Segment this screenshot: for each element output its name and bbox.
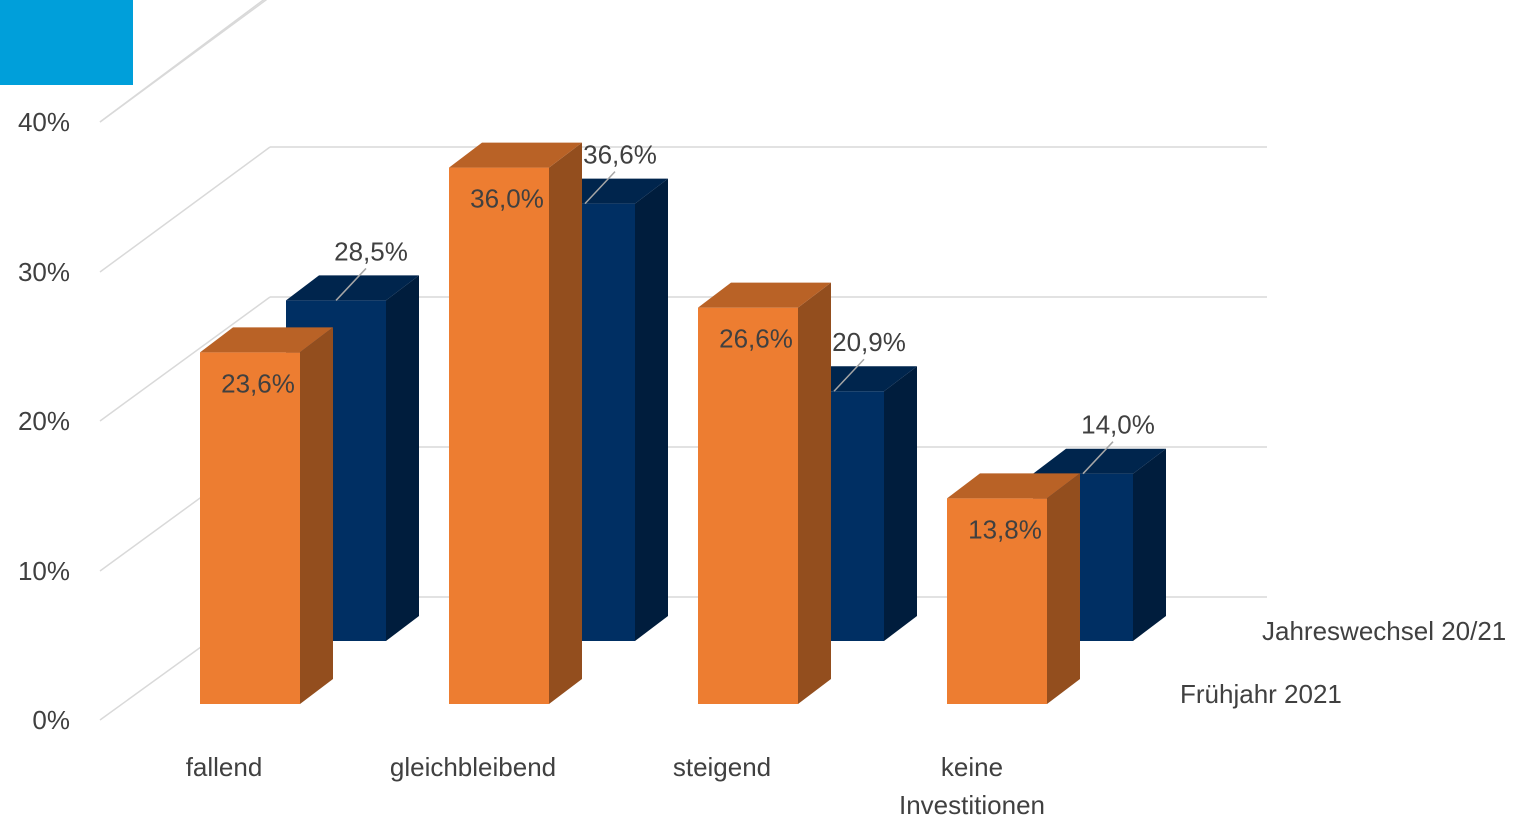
bar-top-face — [698, 282, 831, 308]
bar-top-face — [947, 473, 1080, 499]
bar-side-face — [635, 178, 668, 641]
y-axis-ticks: 0% 10% 20% 30% 40% — [18, 107, 70, 735]
bar-top-face — [1033, 448, 1166, 474]
x-category-line: steigend — [673, 752, 771, 782]
x-category-label: gleichbleibend — [390, 752, 556, 782]
series-label-back: Jahreswechsel 20/21 — [1262, 616, 1506, 646]
x-category-line: keine — [941, 752, 1003, 782]
bar-side-face — [1047, 473, 1080, 704]
x-category-label: keine Investitionen — [899, 752, 1045, 819]
x-category-label: fallend — [186, 752, 263, 782]
y-tick-label: 20% — [18, 406, 70, 436]
y-tick-label: 0% — [32, 705, 70, 735]
data-label-front: 36,0% — [470, 184, 544, 214]
bar-side-face — [300, 327, 333, 704]
bar-Frühjahr 2021 — [449, 142, 582, 705]
gridline-diagonal — [99, 296, 271, 422]
bar-front-face — [947, 498, 1047, 704]
y-tick-label: 10% — [18, 556, 70, 586]
bar-side-face — [884, 366, 917, 641]
series-front-bars — [200, 142, 1080, 705]
bar-front-face — [200, 352, 300, 704]
x-category-line: fallend — [186, 752, 263, 782]
bar-side-face — [798, 282, 831, 704]
bar-side-face — [1133, 448, 1166, 641]
data-label-front: 13,8% — [968, 514, 1042, 544]
series-depth-labels: Jahreswechsel 20/21 Frühjahr 2021 — [1180, 616, 1506, 709]
data-label-front: 23,6% — [221, 368, 295, 398]
leader-line — [335, 267, 367, 301]
accent-block — [0, 0, 133, 85]
bar-front-face — [698, 307, 798, 704]
bar-Frühjahr 2021 — [200, 327, 333, 704]
data-label-back: 20,9% — [832, 327, 906, 357]
bar-Frühjahr 2021 — [947, 473, 1080, 704]
bar-top-face — [200, 327, 333, 353]
x-category-line: Investitionen — [899, 790, 1045, 819]
data-label-back: 28,5% — [334, 236, 408, 266]
series-label-front: Frühjahr 2021 — [1180, 679, 1342, 709]
x-axis-categories: fallend gleichbleibend steigend keine Invest… — [186, 752, 1045, 819]
bar-side-face — [549, 142, 582, 705]
x-category-line: gleichbleibend — [390, 752, 556, 782]
data-label-back: 14,0% — [1081, 410, 1155, 440]
leader-line — [833, 358, 865, 392]
gridline-diagonal — [99, 146, 271, 273]
bar-side-face — [386, 275, 419, 641]
data-labels: 28,5% 36,6% 20,9% 14,0% 23,6% 36,0% 26,6% 13,8% — [221, 140, 1155, 545]
x-category-label: steigend — [673, 752, 771, 782]
bar-top-face — [286, 275, 419, 301]
y-tick-label: 40% — [18, 107, 70, 137]
y-tick-label: 30% — [18, 257, 70, 287]
bar-top-face — [449, 142, 582, 168]
bar-Frühjahr 2021 — [698, 282, 831, 704]
data-label-back: 36,6% — [583, 140, 657, 170]
data-label-front: 26,6% — [719, 324, 793, 354]
leader-line — [584, 171, 616, 205]
gridline-diagonal — [99, 0, 265, 123]
leader-line — [1082, 441, 1114, 475]
bar-front-face — [449, 167, 549, 705]
